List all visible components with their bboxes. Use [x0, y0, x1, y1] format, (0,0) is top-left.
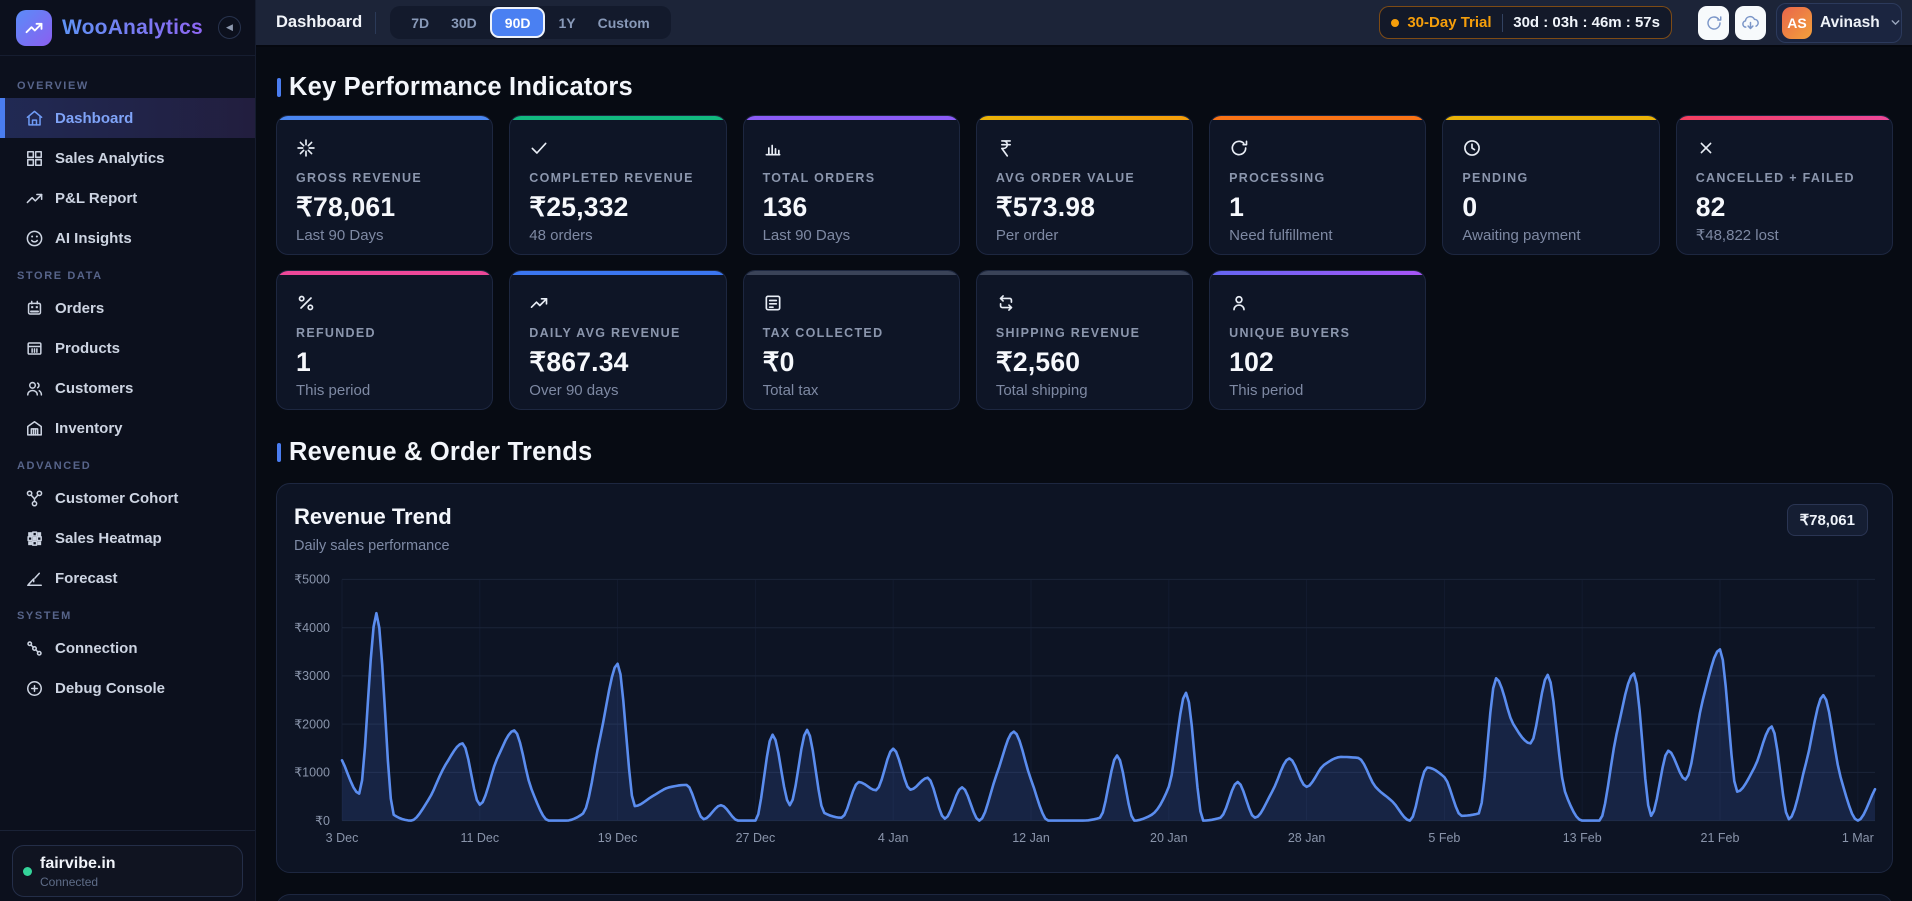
svg-text:3 Dec: 3 Dec: [326, 831, 359, 845]
svg-text:₹4000: ₹4000: [294, 621, 330, 635]
svg-text:13 Feb: 13 Feb: [1563, 831, 1602, 845]
svg-text:19 Dec: 19 Dec: [598, 831, 638, 845]
svg-text:4 Jan: 4 Jan: [878, 831, 909, 845]
svg-text:5 Feb: 5 Feb: [1428, 831, 1460, 845]
svg-text:11 Dec: 11 Dec: [460, 831, 499, 845]
svg-text:₹1000: ₹1000: [294, 766, 330, 780]
svg-text:12 Jan: 12 Jan: [1012, 831, 1050, 845]
svg-text:₹2000: ₹2000: [294, 717, 330, 731]
svg-text:21 Feb: 21 Feb: [1701, 831, 1740, 845]
svg-text:20 Jan: 20 Jan: [1150, 831, 1188, 845]
svg-text:27 Dec: 27 Dec: [736, 831, 776, 845]
svg-text:₹3000: ₹3000: [294, 669, 330, 683]
svg-text:₹5000: ₹5000: [294, 573, 330, 587]
svg-text:1 Mar: 1 Mar: [1842, 831, 1874, 845]
svg-text:28 Jan: 28 Jan: [1288, 831, 1326, 845]
svg-text:₹0: ₹0: [315, 814, 330, 828]
